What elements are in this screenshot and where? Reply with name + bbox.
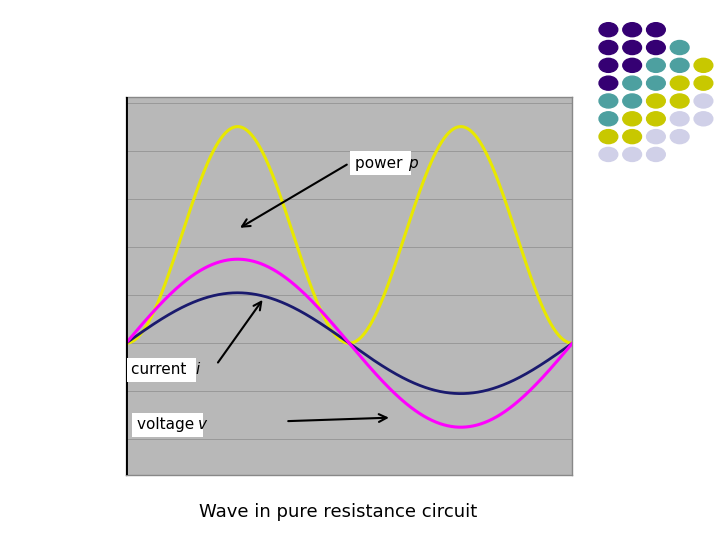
- Text: Wave in pure resistance circuit: Wave in pure resistance circuit: [199, 503, 477, 521]
- Text: v: v: [198, 417, 207, 433]
- Text: current: current: [131, 362, 192, 377]
- Text: power: power: [354, 156, 407, 171]
- Text: voltage: voltage: [137, 417, 199, 433]
- Text: p: p: [408, 156, 418, 171]
- Text: i: i: [195, 362, 199, 377]
